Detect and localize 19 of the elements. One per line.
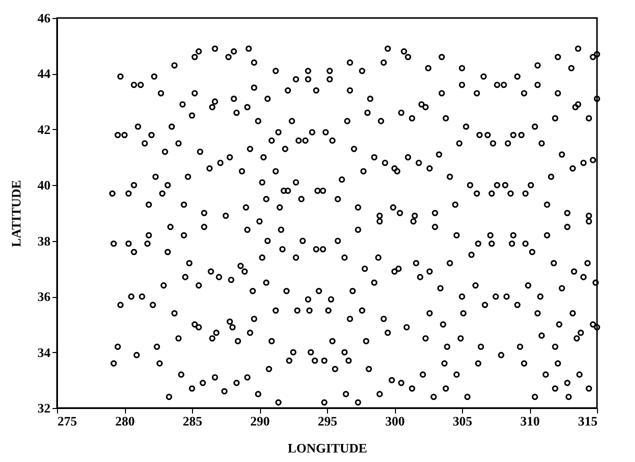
- x-tick-label: 275: [58, 414, 78, 428]
- x-tick-label: 295: [318, 414, 338, 428]
- x-tick-label: 285: [182, 414, 203, 428]
- x-tick-label: 310: [520, 414, 540, 428]
- x-tick-label: 315: [578, 414, 598, 428]
- y-axis-title: LATITUDE: [8, 180, 24, 247]
- y-tick-label: 44: [38, 66, 51, 82]
- x-tick-label: 280: [115, 414, 135, 428]
- x-axis-title: LONGITUDE: [288, 440, 368, 456]
- y-tick-label: 38: [38, 233, 51, 248]
- x-tick-label: 290: [250, 414, 270, 428]
- y-tick-label: 34: [38, 344, 51, 360]
- y-tick-label: 40: [38, 178, 50, 193]
- x-tick-label: 305: [452, 414, 473, 428]
- y-tick-label: 36: [38, 289, 51, 304]
- y-tick-label: 32: [38, 400, 50, 416]
- x-tick-label: 300: [385, 414, 405, 428]
- y-tick-label: 46: [38, 10, 51, 26]
- y-tick-label: 42: [38, 122, 50, 137]
